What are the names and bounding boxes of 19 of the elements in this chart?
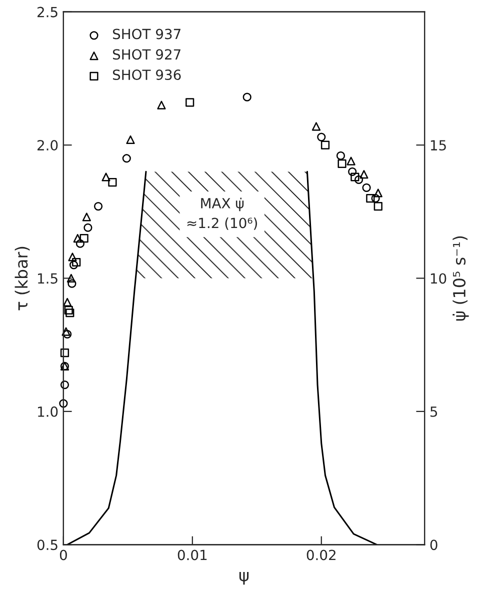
- y-tick-label: 2.0: [38, 140, 58, 151]
- y2-axis-title: ψ̇ (10⁵ s⁻¹): [452, 236, 469, 321]
- y-tick-label: 1.0: [38, 406, 58, 417]
- y2-tick-label: 10: [430, 273, 446, 284]
- x-tick-label: 0.02: [306, 550, 336, 560]
- y2-tick-label: 5: [430, 406, 438, 417]
- band-label: MAX ψ̇ ≈1.2 (10⁶): [187, 198, 257, 230]
- y2-tick-label: 0: [430, 540, 438, 550]
- y-tick-label: 2.5: [38, 6, 58, 18]
- y-tick-label: 1.5: [38, 273, 58, 284]
- y2-tick-label: 15: [430, 140, 446, 151]
- legend-label: SHOT 937: [112, 28, 180, 40]
- x-tick-label: 0: [60, 550, 67, 560]
- legend-label: SHOT 927: [112, 49, 180, 60]
- y-axis-title: τ (kbar): [14, 246, 30, 310]
- x-tick-label: 0.01: [178, 550, 207, 560]
- x-axis-title: ψ: [239, 572, 249, 585]
- legend-label: SHOT 936: [112, 70, 181, 80]
- y-tick-label: 0.5: [37, 540, 58, 550]
